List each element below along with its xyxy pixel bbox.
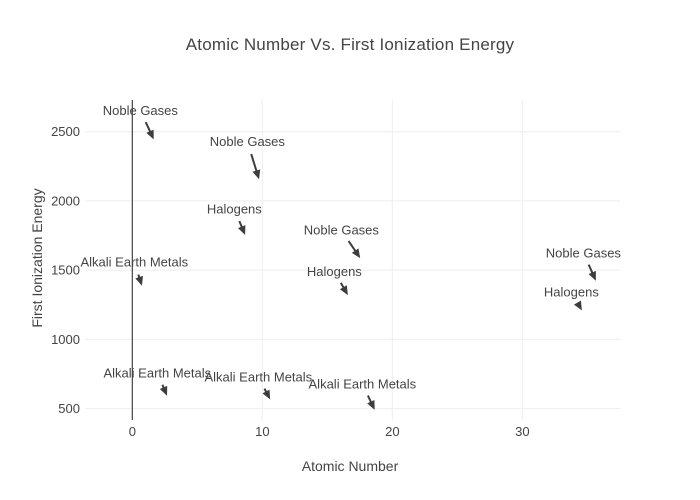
x-tick-label-0: 0: [129, 424, 136, 439]
annotation-arrowhead: [135, 275, 143, 286]
x-tick-label-30: 30: [515, 424, 529, 439]
annotation-10-alkali-earth-metals: Alkali Earth Metals: [309, 376, 417, 410]
annotation-6-halogens: Halogens: [544, 284, 599, 311]
annotation-7-alkali-earth-metals: Alkali Earth Metals: [80, 255, 189, 286]
annotation-label: Noble Gases: [304, 223, 380, 238]
annotation-label: Alkali Earth Metals: [309, 376, 417, 391]
annotation-9-alkali-earth-metals: Alkali Earth Metals: [205, 370, 313, 400]
x-tick-label-20: 20: [385, 424, 399, 439]
y-tick-label-2500: 2500: [51, 124, 80, 139]
annotation-0-noble-gases: Noble Gases: [103, 103, 179, 140]
annotation-label: Halogens: [207, 202, 262, 217]
annotation-arrowhead: [237, 225, 246, 235]
y-axis-title: First Ionization Energy: [29, 188, 45, 328]
annotation-label: Alkali Earth Metals: [205, 370, 313, 385]
y-tick-label-1000: 1000: [51, 332, 80, 347]
annotation-arrowhead: [252, 169, 261, 180]
annotation-arrowhead: [339, 285, 348, 296]
annotation-arrowhead: [159, 385, 168, 396]
annotation-label: Noble Gases: [210, 134, 286, 149]
annotation-label: Noble Gases: [546, 245, 622, 260]
x-axis-title: Atomic Number: [301, 458, 399, 474]
annotation-arrowhead: [146, 129, 154, 140]
annotation-2-halogens: Halogens: [207, 202, 262, 235]
annotation-arrowhead: [262, 389, 271, 400]
annotation-label: Alkali Earth Metals: [80, 255, 188, 270]
y-tick-label-1500: 1500: [51, 263, 80, 278]
annotation-8-alkali-earth-metals: Alkali Earth Metals: [103, 365, 212, 396]
annotation-arrowhead: [573, 300, 582, 311]
annotation-arrowhead: [367, 400, 375, 410]
annotation-1-noble-gases: Noble Gases: [210, 134, 286, 180]
annotation-label: Alkali Earth Metals: [103, 365, 211, 380]
annotation-5-noble-gases: Noble Gases: [546, 245, 622, 281]
annotation-label: Halogens: [307, 264, 362, 279]
chart-title: Atomic Number Vs. First Ionization Energ…: [185, 35, 515, 54]
x-tick-label-10: 10: [255, 424, 269, 439]
y-tick-label-500: 500: [58, 401, 80, 416]
y-tick-label-2000: 2000: [51, 193, 80, 208]
annotation-label: Halogens: [544, 284, 599, 299]
annotation-arrowhead: [351, 248, 361, 259]
annotation-4-halogens: Halogens: [307, 264, 362, 296]
annotation-3-noble-gases: Noble Gases: [304, 223, 380, 259]
annotation-label: Noble Gases: [103, 103, 179, 118]
annotation-arrowhead: [588, 270, 596, 281]
